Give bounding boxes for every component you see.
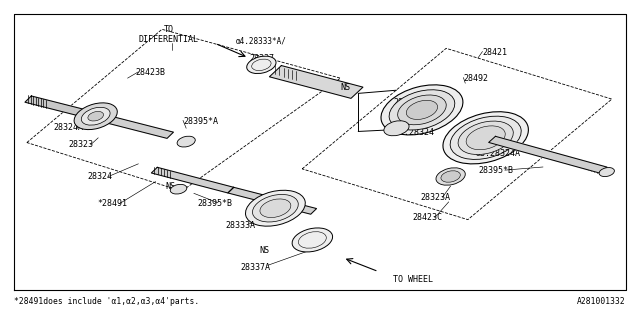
Text: TO WHEEL: TO WHEEL [394, 276, 433, 284]
Text: 28423B: 28423B [135, 68, 165, 77]
Ellipse shape [292, 228, 333, 252]
Text: 28395*B: 28395*B [198, 199, 233, 208]
Text: A281001332: A281001332 [577, 297, 626, 306]
Ellipse shape [177, 136, 195, 147]
Ellipse shape [170, 184, 187, 194]
Text: 28395*B: 28395*B [478, 166, 513, 175]
Text: 28333*B: 28333*B [394, 98, 428, 107]
Ellipse shape [74, 103, 117, 130]
Ellipse shape [436, 168, 465, 185]
Ellipse shape [441, 171, 460, 182]
Polygon shape [93, 113, 173, 138]
Ellipse shape [381, 85, 463, 135]
Ellipse shape [246, 56, 276, 74]
Ellipse shape [384, 121, 409, 136]
Ellipse shape [406, 100, 438, 119]
Ellipse shape [599, 168, 614, 177]
Text: NS: NS [259, 246, 269, 255]
Ellipse shape [458, 121, 513, 155]
Ellipse shape [81, 107, 110, 125]
Text: α1.28335: α1.28335 [394, 113, 435, 122]
Ellipse shape [260, 199, 291, 218]
Ellipse shape [443, 112, 529, 164]
Text: α4.28333*A/: α4.28333*A/ [236, 36, 287, 45]
Polygon shape [25, 96, 99, 119]
Text: α2.28324: α2.28324 [394, 128, 435, 137]
Ellipse shape [246, 190, 305, 226]
Ellipse shape [88, 111, 104, 121]
Text: NS: NS [165, 182, 175, 191]
Text: NS: NS [340, 83, 351, 92]
Text: α3.28324A: α3.28324A [476, 148, 521, 157]
Text: 28324: 28324 [88, 172, 113, 181]
Polygon shape [228, 187, 317, 214]
Polygon shape [489, 136, 607, 173]
Text: *28491: *28491 [97, 199, 127, 208]
Polygon shape [269, 66, 363, 98]
Ellipse shape [397, 95, 446, 125]
Text: TO
DIFFERENTIAL: TO DIFFERENTIAL [138, 25, 198, 44]
Text: 28324A: 28324A [54, 123, 84, 132]
Text: 28323A: 28323A [420, 193, 451, 202]
Text: 28395*A: 28395*A [183, 117, 218, 126]
Text: *28491does include 'α1,α2,α3,α4'parts.: *28491does include 'α1,α2,α3,α4'parts. [14, 297, 200, 306]
Text: 28423C: 28423C [412, 213, 442, 222]
Ellipse shape [466, 126, 505, 150]
Polygon shape [152, 167, 234, 193]
Text: 28421: 28421 [483, 48, 508, 57]
Ellipse shape [450, 116, 521, 159]
Ellipse shape [389, 90, 455, 130]
Text: 28492: 28492 [463, 74, 488, 83]
Text: 28337: 28337 [250, 54, 275, 63]
Text: 28323: 28323 [68, 140, 93, 149]
Ellipse shape [253, 195, 298, 222]
Text: 28337A: 28337A [240, 263, 270, 272]
Text: 28333A: 28333A [226, 220, 256, 229]
